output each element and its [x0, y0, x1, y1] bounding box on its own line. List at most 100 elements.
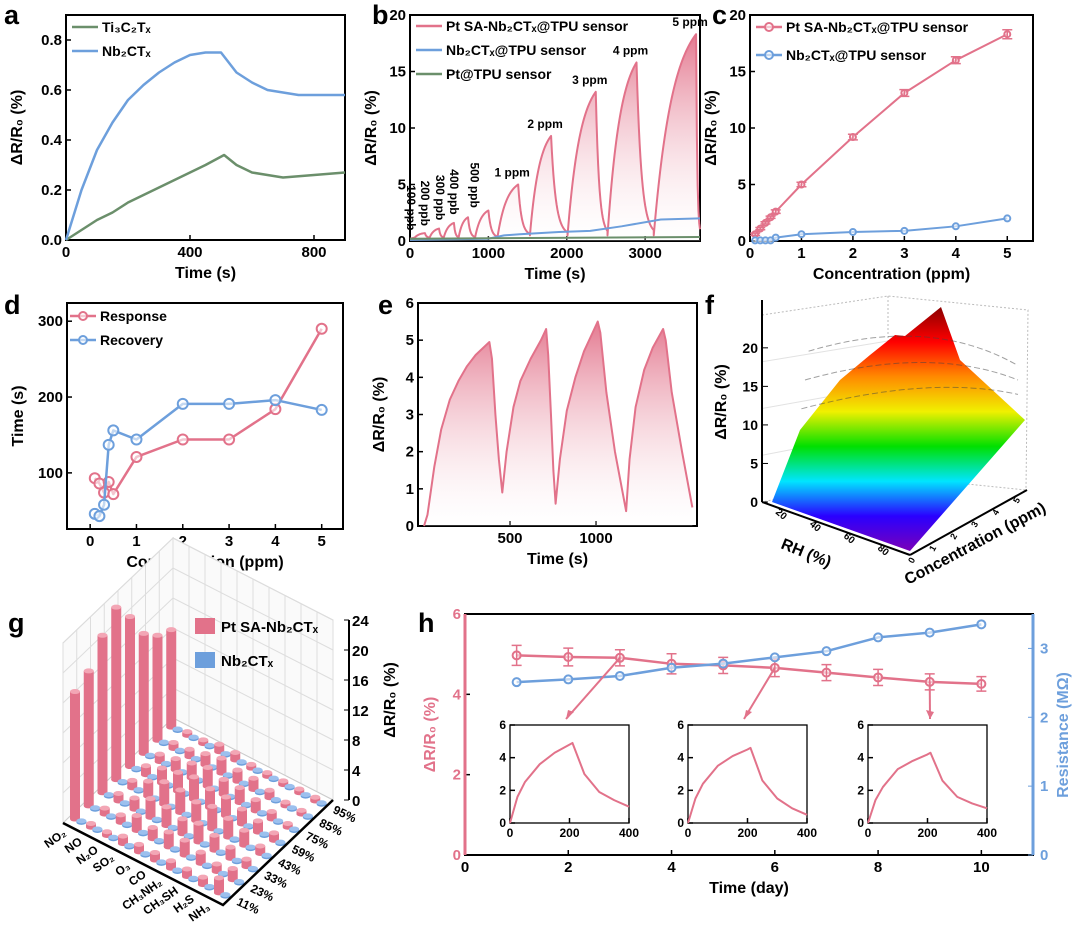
- plot-frame: [65, 14, 346, 241]
- bar-body: [204, 788, 215, 808]
- pulse-label: 4 ppm: [613, 43, 648, 57]
- bar-body: [172, 772, 183, 792]
- data-point: [976, 619, 987, 630]
- y-tick-label: 4: [406, 369, 415, 386]
- legend-marker: [78, 311, 88, 321]
- bar-body: [186, 763, 197, 779]
- bar-pt-sa: [236, 806, 247, 827]
- data-point: [93, 510, 106, 523]
- error-bar: [760, 221, 771, 225]
- x-tick-label: 200: [559, 826, 579, 840]
- bar-body: [124, 616, 135, 767]
- legend-marker: [764, 50, 774, 60]
- bar-top: [193, 820, 204, 826]
- bar-top: [232, 767, 243, 773]
- bar-top: [225, 844, 236, 850]
- bar-nb2ctx: [133, 787, 144, 794]
- y-tick-label: 4: [453, 686, 462, 703]
- bar-body: [168, 742, 179, 749]
- error-bar: [755, 226, 766, 231]
- bar-nb2ctx: [202, 862, 213, 870]
- error-bar: [1002, 28, 1013, 40]
- bar-body: [166, 629, 177, 728]
- panel-label-g: g: [8, 608, 25, 638]
- bar-nb2ctx: [108, 834, 119, 842]
- bar-pt-sa: [223, 815, 234, 840]
- bar-top: [248, 775, 259, 781]
- bar-top: [275, 839, 286, 845]
- concentration-tick-label: 4: [990, 508, 1001, 517]
- bar-nb2ctx: [131, 765, 142, 773]
- bar-top: [266, 809, 277, 815]
- x-tick-label: 200: [737, 826, 757, 840]
- data-point: [223, 397, 236, 410]
- bar-nb2ctx: [316, 800, 327, 807]
- data-point: [666, 662, 677, 673]
- legend-label: Nb₂CTₓ@TPU sensor: [786, 47, 927, 63]
- bar-body: [152, 635, 163, 741]
- bar-pt-sa: [207, 803, 218, 832]
- bar-top: [207, 803, 218, 809]
- bar-top: [188, 774, 199, 780]
- bar-top: [247, 865, 258, 871]
- bar-body: [223, 818, 234, 838]
- bar-nb2ctx: [172, 726, 183, 733]
- chart-h: 0 2 4 6 8 10 0 2 4 6 Time (day) ΔR/R₀ (%) 0 1 2 3 Resist…: [422, 606, 1072, 897]
- bar-body: [97, 635, 108, 793]
- bar-top: [211, 861, 222, 867]
- data-point: [614, 670, 625, 681]
- bar-top: [129, 795, 140, 801]
- bar-pt-sa: [179, 837, 190, 858]
- error-bar: [847, 133, 858, 141]
- bar-top: [214, 741, 225, 747]
- chart-b: 0 1000 2000 3000 0 5 10 15 20 Time (s) ΔR/R₀ (%) 10…: [363, 7, 708, 283]
- x-tick-label: 10: [973, 859, 990, 876]
- bar-body: [188, 776, 199, 800]
- z-tick-label: 16: [352, 673, 369, 690]
- y-tick-label: 4: [857, 751, 864, 765]
- pulse-label: 300 ppb: [433, 175, 447, 220]
- bar-top: [161, 760, 172, 766]
- bar-top: [101, 829, 112, 835]
- error-bar: [796, 181, 807, 188]
- bar-top: [172, 867, 183, 873]
- data-point: [130, 450, 143, 463]
- bar-top: [138, 829, 149, 835]
- bar-nb2ctx: [154, 838, 165, 845]
- bar-top: [170, 846, 181, 852]
- legend-label: Response: [100, 308, 167, 324]
- contour-line: [801, 386, 1019, 410]
- bar-top: [154, 838, 165, 844]
- bar-top: [165, 858, 176, 864]
- bar-nb2ctx: [199, 841, 210, 848]
- series-line: [94, 398, 322, 518]
- bar-top: [188, 875, 199, 881]
- bar-pt-sa: [69, 689, 80, 822]
- bar-nb2ctx: [204, 883, 215, 891]
- series-line: [409, 236, 701, 240]
- legend-marker: [764, 22, 774, 32]
- x-tick-label: 6: [771, 859, 779, 876]
- bar-top: [124, 614, 135, 620]
- legend-swatch: [195, 652, 215, 668]
- bar-pt-sa: [163, 829, 174, 850]
- bar-top: [199, 841, 210, 847]
- pulse-label: 2 ppm: [527, 117, 562, 131]
- resistance-line: [516, 623, 982, 684]
- bar-top: [268, 830, 279, 836]
- bar-body: [227, 868, 238, 880]
- bar-top: [117, 833, 128, 839]
- inset-curve: [867, 751, 988, 824]
- inset-chart: 0 200 400 0 2 4 6: [677, 718, 817, 840]
- bar-top: [113, 791, 124, 797]
- bar-top: [241, 801, 252, 807]
- bar-top: [215, 849, 226, 855]
- pulse-label: 400 ppb: [447, 169, 461, 214]
- z-tick-label: 4: [352, 763, 361, 780]
- bar-top: [103, 792, 114, 798]
- bar-top: [243, 823, 254, 829]
- bar-nb2ctx: [302, 813, 313, 820]
- error-bar: [821, 663, 832, 682]
- bar-nb2ctx: [252, 767, 263, 774]
- x-axis-title: Time (s): [527, 551, 588, 568]
